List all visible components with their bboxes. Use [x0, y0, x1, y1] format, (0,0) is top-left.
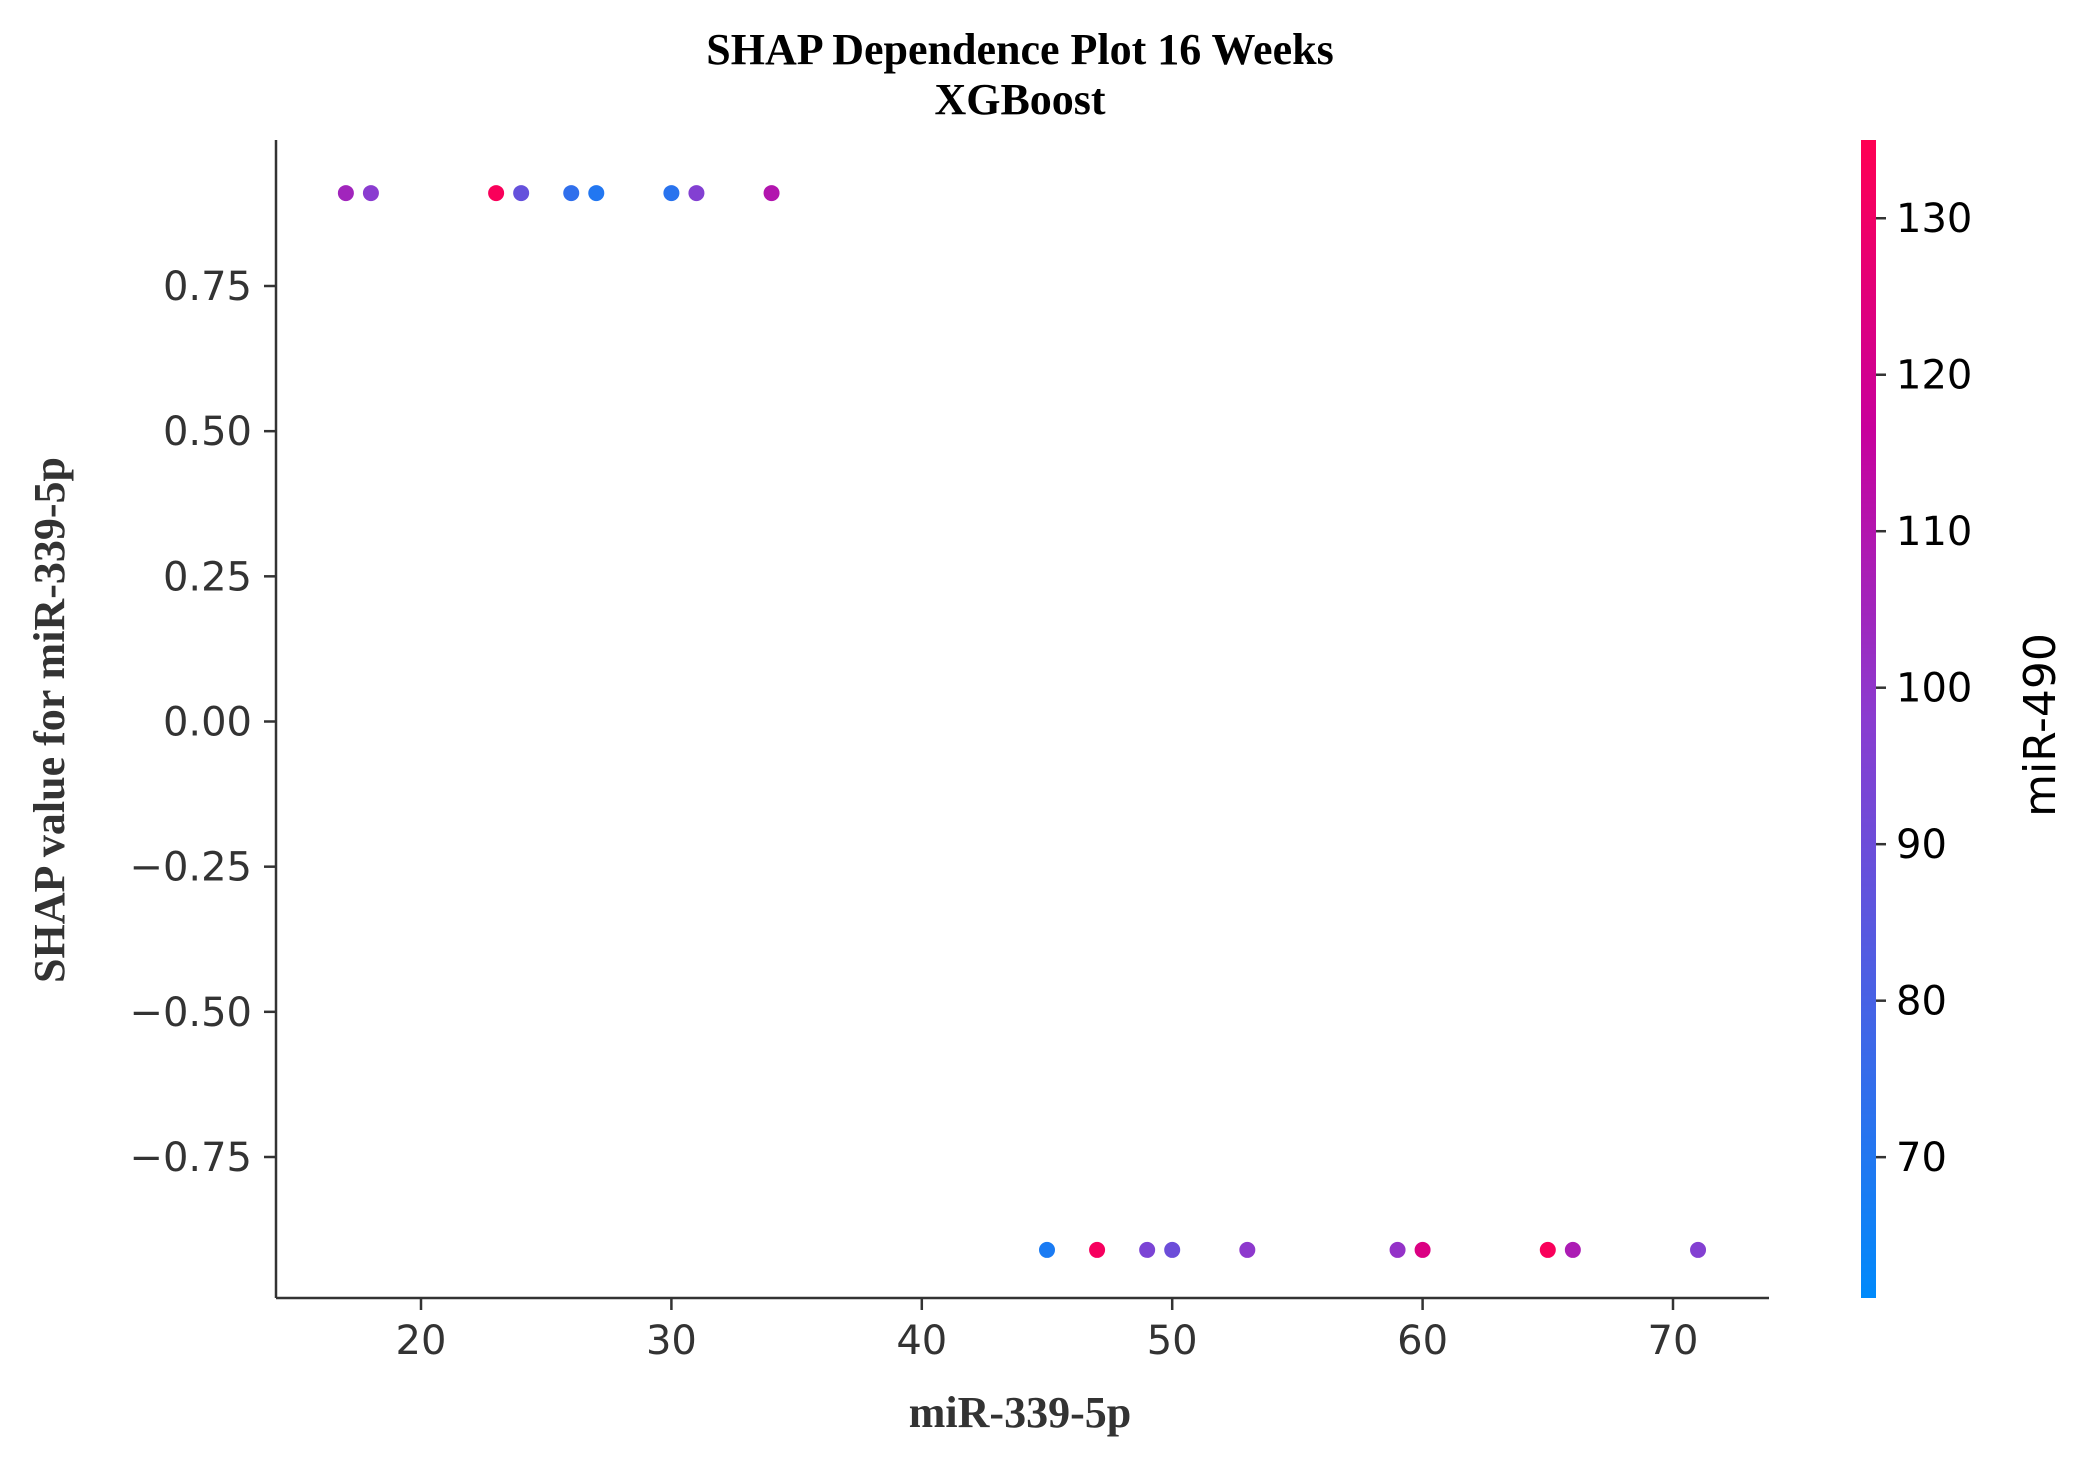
x-tick-label: 30 [646, 1318, 697, 1364]
data-point [1139, 1241, 1156, 1258]
colorbar-tick-label: 130 [1896, 196, 1972, 242]
y-tick-label: 0.25 [163, 554, 252, 600]
data-point [362, 185, 379, 202]
data-point [488, 185, 505, 202]
x-tick-label: 20 [396, 1318, 447, 1364]
colorbar-tick-label: 120 [1896, 353, 1972, 399]
data-point [763, 185, 780, 202]
y-tick-label: 0.00 [163, 700, 252, 746]
data-point [1389, 1241, 1406, 1258]
data-point [1089, 1241, 1106, 1258]
scatter-points [337, 185, 1707, 1258]
y-tick-label: −0.75 [129, 1135, 252, 1181]
y-axis-ticks: 0.75 0.50 0.25 0.00 −0.25 −0.50 −0.75 [129, 264, 276, 1181]
chart-subtitle: XGBoost [934, 75, 1105, 124]
data-point [1690, 1241, 1707, 1258]
x-tick-label: 50 [1147, 1318, 1198, 1364]
y-tick-label: 0.75 [163, 264, 252, 310]
data-point [1414, 1241, 1431, 1258]
x-axis-ticks: 20 30 40 50 60 70 [396, 1298, 1699, 1364]
colorbar-tick-label: 90 [1896, 822, 1947, 868]
chart-title: SHAP Dependence Plot 16 Weeks [706, 25, 1333, 74]
data-point [1239, 1241, 1256, 1258]
colorbar-tick-label: 110 [1896, 509, 1972, 555]
y-tick-label: −0.50 [129, 990, 252, 1036]
colorbar-tick-label: 70 [1896, 1135, 1947, 1181]
data-point [1039, 1241, 1055, 1258]
y-tick-label: 0.50 [163, 409, 252, 455]
x-tick-label: 40 [896, 1318, 947, 1364]
data-point [1539, 1241, 1556, 1258]
x-tick-label: 60 [1397, 1318, 1448, 1364]
data-point [337, 185, 354, 202]
data-point [688, 185, 705, 202]
y-axis-label: SHAP value for miR-339-5p [25, 457, 74, 983]
x-axis-label: miR-339-5p [909, 1388, 1131, 1437]
colorbar-tick-label: 80 [1896, 979, 1947, 1025]
x-tick-label: 70 [1648, 1318, 1699, 1364]
colorbar [1861, 140, 1876, 1298]
data-point [563, 185, 580, 202]
colorbar-ticks: 70 80 90 100 110 120 130 [1876, 196, 1972, 1181]
data-point [588, 185, 605, 202]
colorbar-tick-label: 100 [1896, 666, 1972, 712]
data-point [1164, 1241, 1181, 1258]
y-tick-label: −0.25 [129, 845, 252, 891]
colorbar-label: miR-490 [2015, 633, 2066, 817]
data-point [1564, 1241, 1581, 1258]
data-point [663, 185, 680, 202]
data-point [513, 185, 530, 202]
